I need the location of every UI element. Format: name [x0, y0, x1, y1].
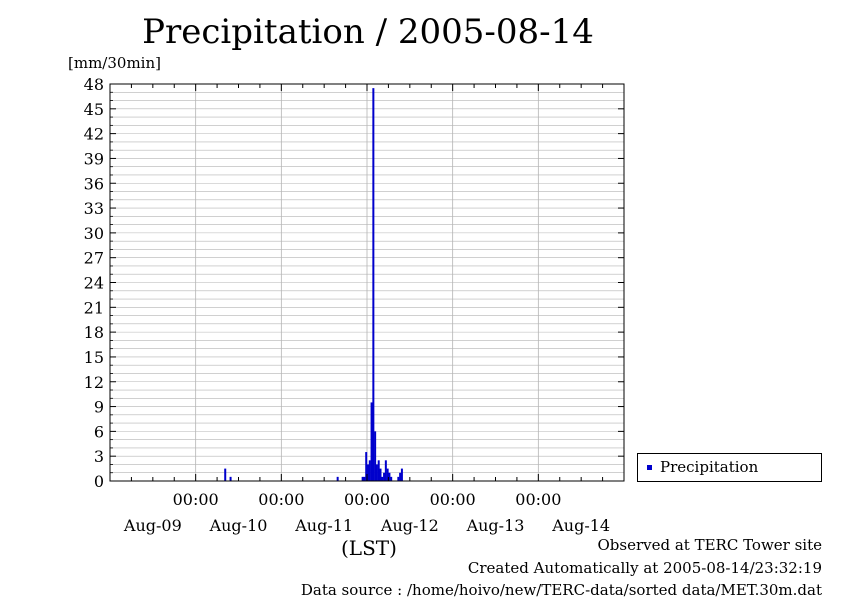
precipitation-bar: [365, 452, 368, 481]
precipitation-bar: [372, 88, 375, 482]
precipitation-bar: [370, 402, 373, 481]
legend-marker: [647, 465, 652, 470]
y-tick-label: 33: [84, 199, 104, 218]
x-date-label: Aug-13: [466, 516, 525, 535]
precipitation-bar: [367, 464, 369, 481]
y-tick-label: 45: [84, 100, 104, 119]
x-date-label: Aug-12: [380, 516, 439, 535]
x-date-label: Aug-14: [551, 516, 610, 535]
precipitation-bar: [368, 460, 371, 481]
chart-title: Precipitation / 2005-08-14: [142, 12, 594, 52]
legend-label: Precipitation: [660, 458, 759, 476]
x-tick-time-label: 00:00: [344, 490, 390, 509]
precipitation-bar: [379, 468, 382, 481]
x-date-label: Aug-10: [209, 516, 268, 535]
created-timestamp-note: Created Automatically at 2005-08-14/23:3…: [467, 559, 822, 577]
y-tick-label: 12: [84, 373, 104, 392]
y-tick-label: 21: [84, 298, 104, 317]
precipitation-bar: [374, 431, 377, 481]
precipitation-bar: [377, 460, 380, 481]
x-tick-time-label: 00:00: [258, 490, 304, 509]
precipitation-bar: [381, 476, 384, 481]
y-tick-label: 3: [94, 447, 104, 466]
precipitation-bar: [397, 476, 400, 481]
x-date-label: Aug-09: [123, 516, 182, 535]
y-tick-label: 39: [84, 149, 104, 168]
y-tick-label: 18: [84, 323, 104, 342]
x-tick-time-label: 00:00: [430, 490, 476, 509]
legend: Precipitation: [637, 453, 822, 482]
precipitation-bar: [386, 468, 389, 481]
y-tick-label: 24: [84, 274, 104, 293]
precipitation-bar: [388, 472, 391, 481]
y-tick-label: 9: [94, 398, 104, 417]
x-date-label: Aug-11: [294, 516, 353, 535]
precipitation-bar: [224, 468, 227, 481]
x-tick-time-label: 00:00: [173, 490, 219, 509]
precipitation-bar: [399, 472, 402, 481]
y-tick-label: 27: [84, 249, 104, 268]
y-tick-label: 36: [84, 174, 104, 193]
y-tick-label: 0: [94, 472, 104, 491]
data-source-note: Data source : /home/hoivo/new/TERC-data/…: [300, 581, 822, 599]
x-tick-time-label: 00:00: [515, 490, 561, 509]
precipitation-bar: [384, 460, 387, 481]
observed-site-note: Observed at TERC Tower site: [597, 536, 822, 554]
precipitation-bar: [336, 476, 339, 481]
y-tick-label: 6: [94, 422, 104, 441]
y-tick-label: 30: [84, 224, 104, 243]
x-axis-unit-label: (LST): [341, 536, 397, 560]
precipitation-bar: [390, 476, 393, 481]
precipitation-bar: [229, 476, 232, 481]
precipitation-bar: [363, 476, 366, 481]
precipitation-bar: [383, 472, 386, 481]
precipitation-bar: [400, 468, 403, 481]
precipitation-bar: [375, 464, 378, 481]
y-axis-unit-label: [mm/30min]: [68, 54, 161, 72]
y-tick-label: 15: [84, 348, 104, 367]
precipitation-bar: [361, 476, 364, 481]
y-tick-label: 42: [84, 125, 104, 144]
y-tick-label: 48: [84, 75, 104, 94]
